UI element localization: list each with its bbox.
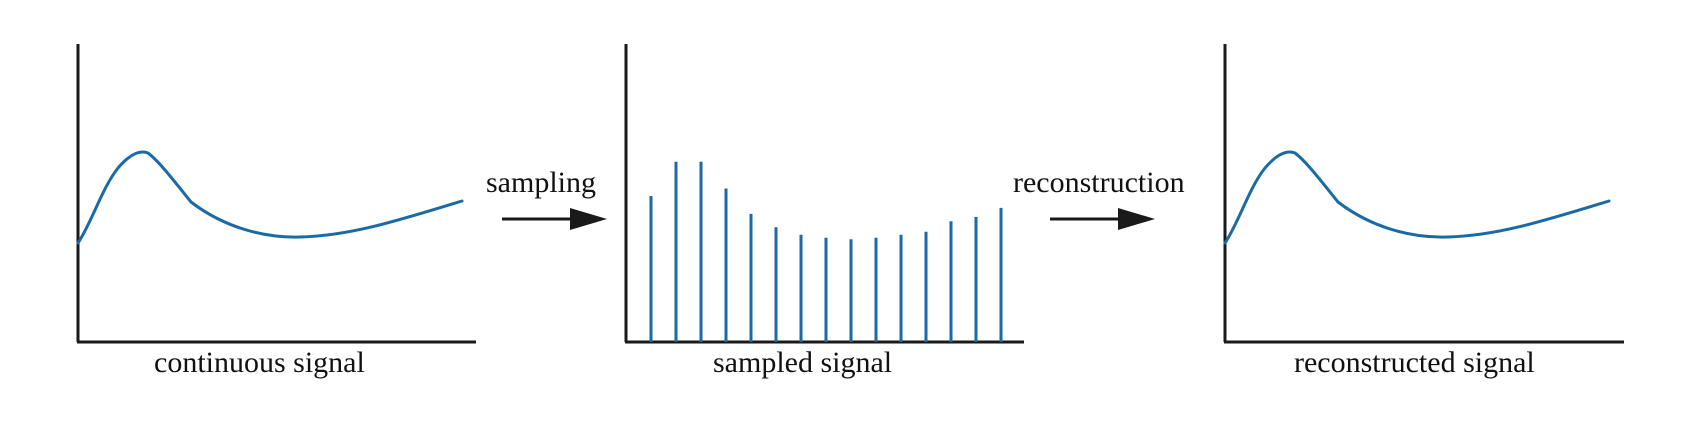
reconstructed-panel-axes — [1223, 44, 1624, 344]
sampled-signal-label: sampled signal — [713, 346, 893, 379]
reconstruction-arrow-head — [1118, 208, 1155, 230]
sample-stems — [649, 161, 1003, 342]
reconstruction-arrow — [1050, 208, 1155, 230]
continuous-signal-label: continuous signal — [154, 346, 365, 379]
continuous-signal-curve — [76, 150, 464, 245]
continuous-panel-axes — [76, 44, 476, 344]
sampling-label: sampling — [486, 166, 596, 199]
sampling-arrow-head — [570, 208, 607, 230]
reconstructed-signal-label: reconstructed signal — [1294, 346, 1535, 379]
reconstructed-signal-curve — [1223, 150, 1611, 245]
sampling-arrow — [502, 208, 607, 230]
reconstruction-label: reconstruction — [1013, 166, 1185, 199]
